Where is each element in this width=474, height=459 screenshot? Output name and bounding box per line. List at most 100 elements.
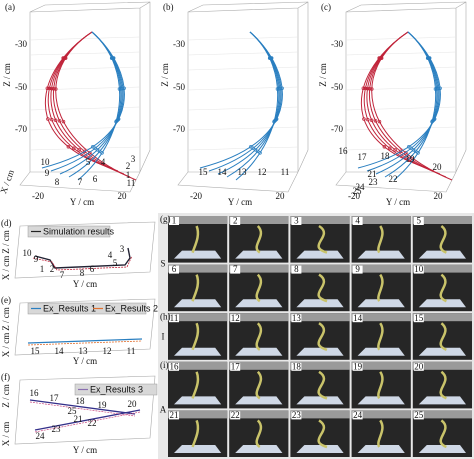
point-label: 4: [108, 250, 113, 260]
curve-marker: [393, 148, 397, 152]
point-label: 11: [127, 178, 136, 188]
legend-label: Simulation results: [43, 226, 115, 236]
panel-label: (f): [1, 372, 10, 382]
photo-wall: [168, 361, 228, 370]
frame-number-box: [352, 362, 363, 371]
floor: [357, 396, 405, 405]
curve-marker: [109, 56, 114, 60]
frame-number: 23: [292, 410, 302, 420]
curve: [360, 31, 429, 169]
floor: [174, 396, 222, 405]
curve: [44, 31, 113, 169]
point-label: 25: [68, 406, 78, 416]
robot-arm: [255, 419, 263, 449]
legend-label: Ex_Results 3: [90, 384, 143, 394]
z-axis-label: Z / cm: [2, 63, 12, 87]
photo-frame: 3: [290, 216, 350, 263]
frame-number: 19: [353, 361, 363, 371]
frame-number-box: [352, 314, 363, 323]
point-label: 14: [55, 346, 65, 356]
floor: [357, 445, 405, 453]
frame-number-box: [291, 314, 302, 323]
curve-marker: [379, 56, 384, 60]
photo-frame: 11: [168, 313, 228, 360]
curve-marker: [413, 149, 418, 154]
curve-marker: [387, 146, 392, 151]
curve-marker: [114, 119, 118, 124]
trajectory: [27, 338, 143, 344]
curve-marker: [267, 56, 272, 60]
frame-number: 14: [353, 313, 363, 323]
frame-number: 8: [294, 264, 299, 274]
floor: [235, 299, 283, 308]
point-label: 17: [358, 152, 368, 162]
axes-box: [19, 1, 151, 193]
x-axis-label: X / cm: [0, 168, 16, 194]
curve-marker: [275, 87, 280, 91]
robot-arm: [439, 225, 448, 254]
photo-wall: [412, 216, 472, 224]
point-label: 22: [88, 418, 97, 428]
point-label: 24: [36, 431, 46, 441]
point-label: 18: [76, 396, 86, 406]
robot-arm: [439, 273, 448, 303]
panel-3d: (c) Z / cm -30 -50 -70 Y / cm -20 20 16 17 18 19 20 2…: [318, 1, 467, 207]
photo-wall: [290, 264, 350, 273]
robot-arm: [439, 419, 448, 449]
photo-frame: 12: [229, 313, 289, 360]
grid-line: [187, 126, 299, 131]
photo-frame: 7: [229, 264, 289, 312]
robot-arm: [317, 224, 328, 254]
photo-frame: 24: [351, 410, 411, 457]
curve-marker: [407, 145, 411, 149]
robot-arm: [191, 322, 200, 351]
curve-marker: [377, 119, 382, 124]
curve-marker: [50, 117, 54, 122]
curve-marker: [362, 117, 366, 121]
frame-number-box: [352, 217, 363, 225]
point-label: 8: [80, 268, 85, 278]
frame-number-box: [291, 362, 302, 371]
photo-frame: 23: [290, 410, 350, 457]
photo-wall: [351, 264, 411, 273]
frame-number-box: [413, 411, 424, 420]
curve-marker: [425, 56, 430, 60]
point-label: 11: [127, 346, 136, 356]
frame-number: 10: [414, 264, 424, 274]
frame-number: 13: [292, 313, 302, 323]
curve: [393, 31, 437, 181]
trajectory: [34, 247, 131, 269]
floor: [296, 347, 344, 356]
curve-marker: [53, 118, 58, 123]
frame-number-box: [413, 314, 424, 323]
photo-frame: 2: [229, 216, 289, 263]
curve-marker: [373, 119, 378, 123]
robot-arm: [377, 371, 384, 400]
photo-wall: [168, 410, 228, 419]
frame-number-box: [169, 217, 179, 225]
point-label: 1: [126, 170, 131, 180]
robot-arm: [191, 274, 200, 302]
frame-number: 5: [417, 216, 422, 226]
curve-marker: [54, 87, 58, 91]
x-axis-label: X / cm: [1, 422, 11, 447]
curve-marker: [258, 151, 262, 155]
z-tick-label: -30: [331, 39, 343, 49]
photo-frame: 25: [412, 410, 472, 457]
trajectory: [32, 255, 133, 271]
photo-frame: 19: [351, 361, 411, 409]
panel-label: (c): [321, 2, 331, 12]
robot-arm: [317, 370, 328, 400]
grid-line: [29, 36, 141, 41]
grid-line: [345, 51, 457, 56]
floor: [174, 250, 222, 259]
curve-marker: [93, 146, 97, 151]
frame-number: 4: [355, 216, 360, 226]
photo-wall: [412, 361, 472, 370]
photo-wall: [351, 313, 411, 322]
point-label: 9: [34, 254, 39, 264]
floor: [235, 445, 283, 453]
frame-number: 21: [170, 410, 179, 420]
curve-marker: [253, 148, 258, 152]
axes-box: [177, 1, 309, 193]
